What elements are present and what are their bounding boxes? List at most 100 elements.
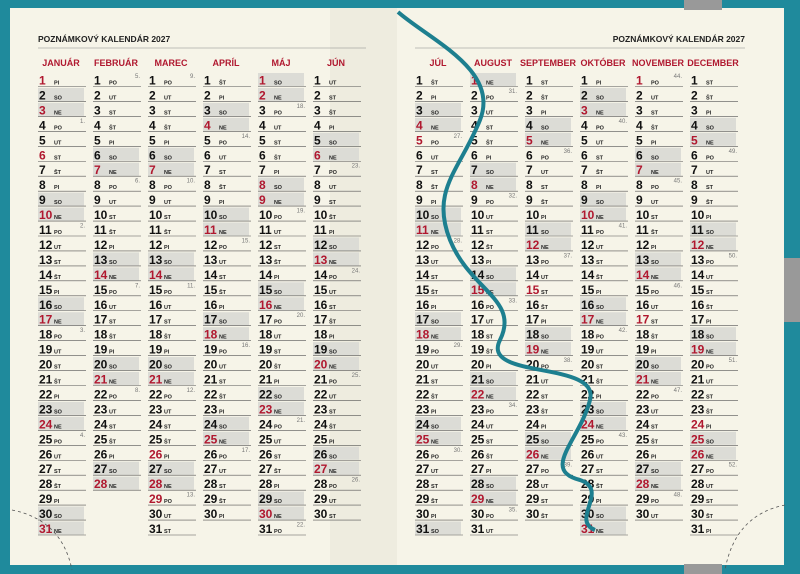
day-number: 24 (416, 417, 430, 431)
day-number: 5 (471, 133, 478, 147)
week-number: 3. (80, 328, 85, 334)
weekday: PO (329, 380, 338, 386)
day-number: 30 (526, 507, 540, 521)
weekday: PI (541, 424, 547, 430)
weekday: UT (651, 95, 659, 101)
week-number: 2. (80, 224, 85, 230)
weekday: NE (541, 350, 549, 356)
weekday: ŠT (329, 213, 337, 221)
weekday: PO (219, 245, 228, 251)
day-number: 18 (581, 328, 595, 342)
day-number: 12 (691, 238, 705, 252)
weekday: UT (54, 140, 62, 146)
day-number: 17 (581, 313, 595, 327)
day-number: 21 (259, 373, 273, 387)
day-number: 1 (471, 74, 478, 88)
day-number: 4 (39, 118, 46, 132)
day-number: 7 (471, 163, 478, 177)
weekend-shade (38, 102, 84, 116)
day-number: 18 (636, 328, 650, 342)
day-number: 16 (149, 298, 163, 312)
day-number: 20 (416, 358, 430, 372)
day-number: 16 (314, 298, 328, 312)
day-number: 23 (39, 402, 53, 416)
day-number: 17 (39, 313, 53, 327)
weekday: NE (109, 275, 117, 281)
weekday: SO (706, 335, 715, 341)
day-number: 29 (39, 492, 53, 506)
day-number: 25 (636, 432, 650, 446)
weekday: UT (651, 514, 659, 520)
weekend-shade (580, 102, 626, 116)
day-number: 2 (526, 88, 533, 102)
day-number: 1 (149, 74, 156, 88)
weekend-shade (415, 207, 461, 221)
weekday: ST (541, 499, 549, 505)
week-number: 43. (619, 433, 628, 439)
weekday: UT (109, 305, 117, 311)
weekday: ST (541, 394, 549, 400)
weekday: SO (109, 155, 118, 161)
weekday: PO (329, 484, 338, 490)
weekday: PO (54, 439, 63, 445)
day-number: 19 (149, 343, 163, 357)
day-number: 9 (416, 193, 423, 207)
weekday: NE (329, 260, 337, 266)
day-number: 17 (416, 313, 430, 327)
day-number: 9 (526, 193, 533, 207)
day-number: 21 (94, 373, 108, 387)
weekday: PI (274, 275, 280, 281)
weekday: ŠT (431, 288, 439, 296)
weekday: ST (329, 95, 337, 101)
weekend-shade (93, 252, 139, 266)
day-number: 7 (94, 163, 101, 177)
weekday: SO (219, 110, 228, 116)
weekday: SO (431, 529, 440, 535)
weekday: SO (164, 155, 173, 161)
day-number: 19 (204, 343, 218, 357)
day-number: 30 (691, 507, 705, 521)
weekend-shade (415, 327, 461, 341)
day-number: 2 (94, 88, 101, 102)
weekend-shade (525, 446, 571, 460)
day-number: 10 (636, 208, 650, 222)
weekday: ST (329, 200, 337, 206)
day-number: 21 (526, 373, 540, 387)
weekday: PO (109, 394, 118, 400)
weekday: NE (706, 140, 714, 146)
weekday: SO (164, 365, 173, 371)
weekend-shade (415, 521, 461, 535)
weekend-shade (38, 207, 84, 221)
weekday: ST (329, 305, 337, 311)
weekday: SO (329, 140, 338, 146)
weekend-shade (93, 372, 139, 385)
weekend-shade (93, 162, 139, 176)
day-number: 1 (94, 74, 101, 88)
weekday: UT (431, 365, 439, 371)
weekend-shade (580, 521, 626, 535)
day-number: 11 (471, 223, 484, 237)
elastic-band (684, 564, 722, 574)
weekday: UT (486, 110, 494, 116)
weekday: UT (596, 245, 604, 251)
weekday: SO (651, 155, 660, 161)
weekday: ST (164, 320, 172, 326)
weekday: PO (486, 409, 495, 415)
weekday: UT (54, 454, 62, 460)
day-number: 23 (314, 402, 328, 416)
day-number: 24 (149, 417, 163, 431)
weekend-shade (415, 312, 461, 326)
day-number: 22 (259, 387, 273, 401)
weekday: ŠT (164, 437, 172, 445)
day-number: 28 (636, 477, 650, 491)
weekend-shade (635, 461, 681, 475)
day-number: 5 (526, 133, 533, 147)
weekend-shade (690, 222, 736, 236)
day-number: 20 (204, 358, 218, 372)
day-number: 20 (259, 358, 273, 372)
weekday: ST (596, 469, 604, 475)
day-number: 12 (149, 238, 163, 252)
day-number: 27 (691, 462, 705, 476)
